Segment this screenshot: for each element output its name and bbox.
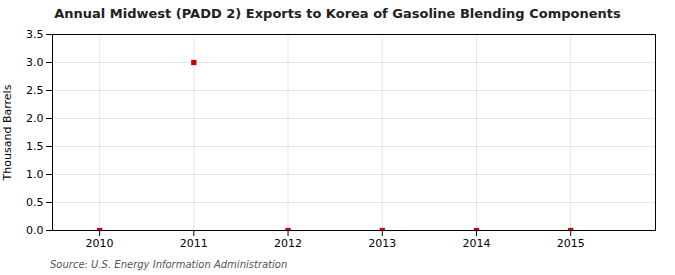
- svg-text:1.5: 1.5: [26, 140, 44, 153]
- svg-text:2012: 2012: [274, 237, 302, 250]
- svg-text:2015: 2015: [557, 237, 585, 250]
- svg-text:3.0: 3.0: [26, 56, 44, 69]
- svg-text:1.0: 1.0: [26, 168, 44, 181]
- svg-text:3.5: 3.5: [26, 28, 44, 41]
- svg-text:2013: 2013: [368, 237, 396, 250]
- html-text:Source: U.S. Energy Informatio: Source: U.S. Energy Information Administ…: [50, 259, 288, 270]
- svg-text:2.5: 2.5: [26, 84, 44, 97]
- svg-text:Thousand Barrels: Thousand Barrels: [1, 84, 14, 181]
- html-text:Annual Midwest (PADD 2) Export: Annual Midwest (PADD 2) Exports to Korea…: [54, 6, 621, 21]
- svg-text:2011: 2011: [180, 237, 208, 250]
- svg-text:0.5: 0.5: [26, 196, 44, 209]
- svg-text:2014: 2014: [462, 237, 490, 250]
- svg-text:2.0: 2.0: [26, 112, 44, 125]
- svg-text:0.0: 0.0: [26, 224, 44, 237]
- svg-text:2010: 2010: [86, 237, 114, 250]
